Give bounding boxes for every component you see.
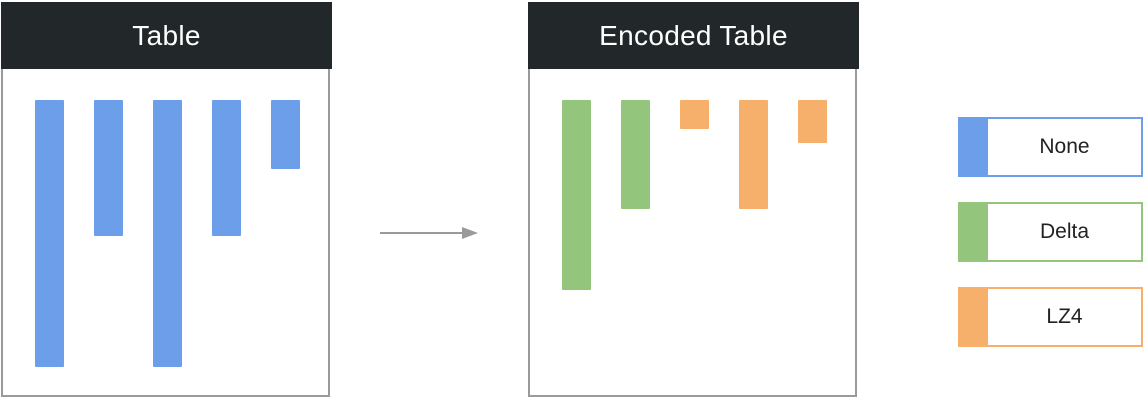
legend-swatch-delta	[960, 204, 988, 260]
encoded-column-2	[621, 100, 650, 209]
encoded-table-panel: Encoded Table	[528, 2, 859, 397]
table-column-3	[153, 100, 182, 367]
encoded-column-1	[562, 100, 591, 290]
table-column-4	[212, 100, 241, 236]
right-arrow-icon	[380, 227, 478, 239]
legend-swatch-lz4	[960, 289, 988, 345]
encoded-column-4	[739, 100, 768, 209]
legend-swatch-none	[960, 119, 988, 175]
legend-item-lz4: LZ4	[958, 287, 1143, 347]
legend-item-delta: Delta	[958, 202, 1143, 262]
legend-label: Delta	[1039, 220, 1090, 243]
table-column-1	[35, 100, 64, 367]
table-column-5	[271, 100, 300, 169]
encoded-column-5	[798, 100, 827, 143]
encoded-column-3	[680, 100, 709, 129]
table-panel-title: Table	[1, 2, 332, 69]
legend-item-none: None	[958, 117, 1143, 177]
table-panel: Table	[1, 2, 332, 397]
legend-label: LZ4	[1046, 305, 1083, 328]
encoded-table-panel-title: Encoded Table	[528, 2, 859, 69]
table-column-2	[94, 100, 123, 236]
legend-label: None	[1039, 135, 1090, 158]
